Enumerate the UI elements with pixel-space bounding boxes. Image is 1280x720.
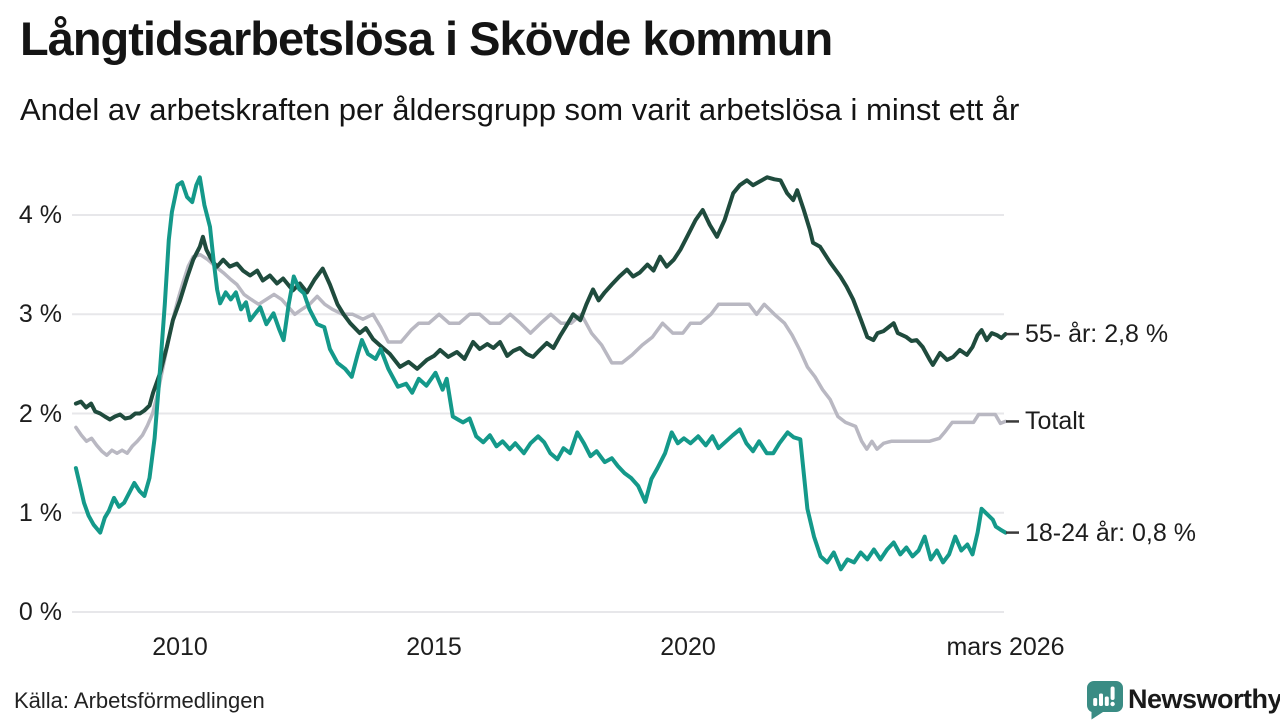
bar-1 bbox=[1093, 698, 1098, 706]
line-series-55-ar bbox=[73, 175, 1008, 422]
page-title: Långtidsarbetslösa i Skövde kommun bbox=[20, 12, 833, 65]
chart-subtitle: Andel av arbetskraften per åldersgrupp s… bbox=[20, 92, 1020, 127]
brand-lockup: Newsworthy bbox=[1084, 679, 1280, 720]
source-note: Källa: Arbetsförmedlingen bbox=[14, 688, 265, 713]
brand-name: Newsworthy bbox=[1128, 684, 1280, 714]
bar-3 bbox=[1104, 696, 1109, 706]
exclamation-bar bbox=[1110, 686, 1115, 700]
line-series-18-24-ar bbox=[73, 175, 1008, 572]
bar-chart-speech-bubble-icon bbox=[1086, 681, 1123, 720]
exclamation-dot bbox=[1110, 701, 1115, 707]
bar-2 bbox=[1099, 693, 1103, 706]
